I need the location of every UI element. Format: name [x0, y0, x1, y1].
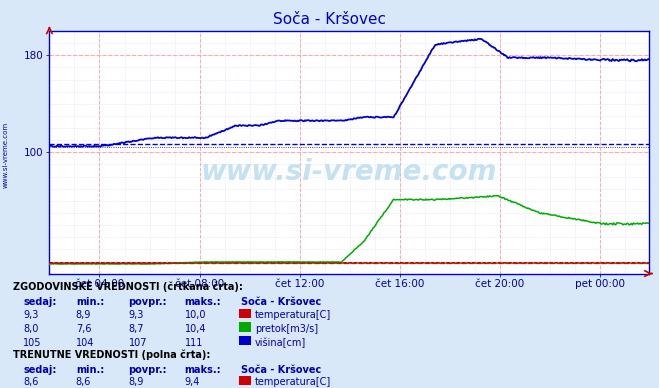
Text: 8,0: 8,0	[23, 324, 38, 334]
Text: 8,9: 8,9	[129, 377, 144, 387]
Text: 9,3: 9,3	[129, 310, 144, 320]
Text: 8,6: 8,6	[76, 377, 91, 387]
Text: sedaj:: sedaj:	[23, 297, 57, 307]
Text: povpr.:: povpr.:	[129, 365, 167, 375]
Text: 10,4: 10,4	[185, 324, 206, 334]
Text: sedaj:: sedaj:	[23, 365, 57, 375]
Text: Soča - Kršovec: Soča - Kršovec	[241, 365, 321, 375]
Text: 7,6: 7,6	[76, 324, 92, 334]
Text: višina[cm]: višina[cm]	[255, 338, 306, 348]
Text: TRENUTNE VREDNOSTI (polna črta):: TRENUTNE VREDNOSTI (polna črta):	[13, 350, 211, 360]
Text: 107: 107	[129, 338, 147, 348]
Text: maks.:: maks.:	[185, 297, 221, 307]
Text: 9,4: 9,4	[185, 377, 200, 387]
Text: 111: 111	[185, 338, 203, 348]
Text: maks.:: maks.:	[185, 365, 221, 375]
Text: ZGODOVINSKE VREDNOSTI (črtkana črta):: ZGODOVINSKE VREDNOSTI (črtkana črta):	[13, 281, 243, 292]
Text: www.si-vreme.com: www.si-vreme.com	[201, 158, 498, 186]
Text: 8,7: 8,7	[129, 324, 144, 334]
Text: 104: 104	[76, 338, 94, 348]
Text: Soča - Kršovec: Soča - Kršovec	[241, 297, 321, 307]
Text: temperatura[C]: temperatura[C]	[255, 377, 331, 387]
Text: www.si-vreme.com: www.si-vreme.com	[2, 122, 9, 188]
Text: 8,9: 8,9	[76, 310, 91, 320]
Text: min.:: min.:	[76, 365, 104, 375]
Text: 8,6: 8,6	[23, 377, 38, 387]
Text: Soča - Kršovec: Soča - Kršovec	[273, 12, 386, 27]
Text: 10,0: 10,0	[185, 310, 206, 320]
Text: 9,3: 9,3	[23, 310, 38, 320]
Text: min.:: min.:	[76, 297, 104, 307]
Text: 105: 105	[23, 338, 42, 348]
Text: temperatura[C]: temperatura[C]	[255, 310, 331, 320]
Text: povpr.:: povpr.:	[129, 297, 167, 307]
Text: pretok[m3/s]: pretok[m3/s]	[255, 324, 318, 334]
